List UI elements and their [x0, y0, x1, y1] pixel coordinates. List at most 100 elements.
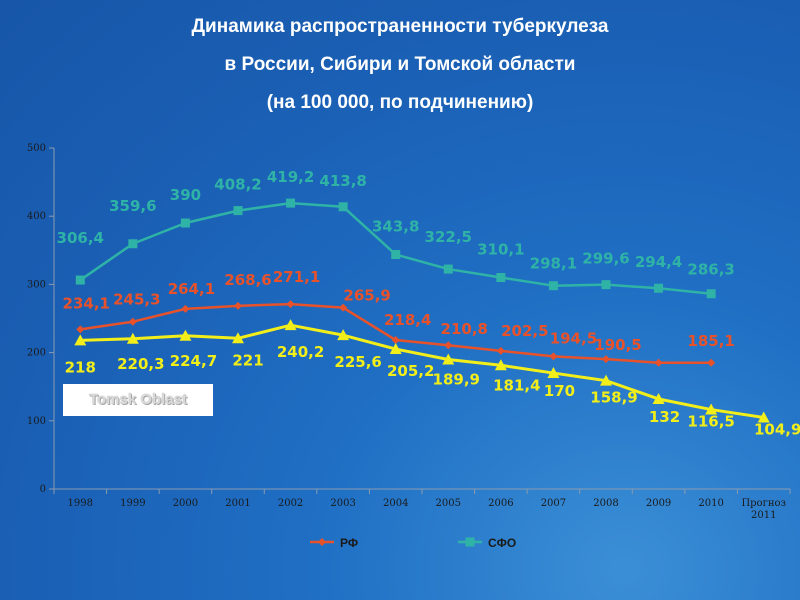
data-label-series-1: 322,5: [425, 228, 472, 246]
data-label-series-3: 189,9: [433, 370, 480, 388]
data-label-series-2: 185,1: [687, 332, 734, 350]
series-1-point: [496, 273, 506, 283]
chart-legend: РФ СФО: [310, 536, 516, 550]
x-tick-label: 2002: [278, 498, 303, 509]
x-tick-label-part: Прогноз: [741, 498, 786, 509]
data-label-series-1: 390: [170, 186, 201, 204]
x-tick-label-part: 2006: [488, 498, 513, 509]
data-label-series-3: 104,9: [754, 420, 800, 438]
series-3-point: [74, 334, 87, 346]
chart-axes: 0 100 200 300 400 500 1998 1999 2000 2001 2002 2003…: [27, 143, 791, 521]
x-tick-label-part: 2001: [225, 498, 250, 509]
data-label-series-1: 413,8: [319, 172, 366, 190]
series-2-point: [286, 300, 295, 309]
series-3-point: [442, 353, 455, 365]
x-tick-label: 2003: [330, 498, 355, 509]
x-tick-label-part: 1999: [120, 498, 145, 509]
y-tick-label: 200: [27, 348, 46, 359]
series-1-point: [128, 239, 138, 249]
x-tick-label: 2006: [488, 498, 513, 509]
series-3-point: [126, 332, 139, 344]
x-tick-label-part: 2008: [593, 498, 618, 509]
x-tick-label: 2009: [646, 498, 671, 509]
series-2-point: [234, 301, 242, 310]
title-line-2: в России, Сибири и Томской области: [224, 54, 576, 75]
x-tick-label: 1998: [68, 498, 93, 509]
series-1-point: [391, 250, 401, 260]
data-label-series-1: 286,3: [687, 261, 734, 279]
x-tick-label-part: 2007: [541, 498, 566, 509]
series-3-point: [494, 359, 507, 371]
series-3-point: [547, 367, 560, 379]
series-2-point: [707, 358, 716, 367]
series-2-point: [128, 317, 137, 326]
y-tick-label: 300: [27, 279, 46, 290]
data-label-series-3: 181,4: [493, 376, 540, 394]
chart-data-labels: 306,4 359,6 390 408,2 419,2 413,8 343,8 322,5 31…: [57, 168, 800, 438]
data-label-series-3: 132: [649, 408, 680, 426]
data-label-series-3: 221: [232, 351, 263, 369]
x-tick-label: Прогноз 2011: [741, 498, 786, 521]
data-label-series-3: 170: [544, 382, 575, 400]
data-label-series-2: 265,9: [343, 287, 390, 305]
title-line-3: (на 100 000, по подчинению): [266, 92, 534, 113]
data-label-series-1: 299,6: [582, 250, 629, 268]
series-3-point: [705, 403, 718, 415]
series-3-point: [284, 319, 297, 331]
tomsk-oblast-annotation: Tomsk Oblast: [63, 384, 213, 416]
series-1-point: [286, 198, 296, 208]
data-label-series-3: 224,7: [170, 352, 217, 370]
series-2-point: [444, 341, 453, 350]
data-label-series-3: 240,2: [277, 343, 324, 361]
series-1-point: [180, 218, 190, 228]
data-label-series-1: 310,1: [477, 241, 524, 259]
x-tick-label: 2008: [593, 498, 618, 509]
series-3-point: [600, 374, 612, 386]
data-label-series-2: 271,1: [273, 268, 320, 286]
x-tick-label-part: 1998: [68, 498, 93, 509]
data-label-series-2: 268,6: [224, 271, 271, 289]
x-tick-label: 1999: [120, 498, 145, 509]
series-2-point: [496, 346, 505, 355]
legend-label: РФ: [340, 536, 358, 550]
x-tick-label: 2005: [436, 498, 461, 509]
data-label-series-3: 225,6: [334, 353, 381, 371]
data-label-series-1: 298,1: [530, 255, 577, 273]
series-2-point: [181, 304, 190, 313]
series-line-3: [80, 323, 764, 419]
y-tick-label: 400: [27, 211, 46, 222]
chart-series: [74, 198, 770, 423]
series-1-point: [338, 202, 348, 212]
data-label-series-3: 218: [65, 358, 96, 376]
y-tick-label: 100: [27, 416, 46, 427]
data-label-series-3: 116,5: [687, 413, 734, 431]
legend-swatch-marker: [465, 537, 475, 547]
data-label-series-2: 210,8: [441, 320, 488, 338]
x-tick-label: 2007: [541, 498, 566, 509]
x-tick-label-part: 2011: [751, 510, 776, 521]
series-1-point: [548, 281, 558, 291]
data-label-series-3: 158,9: [590, 389, 637, 407]
series-2-point: [654, 358, 663, 367]
data-label-series-2: 190,5: [594, 336, 641, 354]
data-label-series-2: 264,1: [168, 280, 215, 298]
x-tick-label-part: 2005: [436, 498, 461, 509]
series-3-point: [389, 343, 402, 355]
x-tick-label-part: 2010: [698, 498, 723, 509]
series-2-point: [549, 352, 558, 361]
legend-label: СФО: [488, 536, 516, 550]
x-tick-label: 2010: [698, 498, 723, 509]
x-tick-label-part: 2004: [383, 498, 408, 509]
data-label-series-2: 234,1: [63, 294, 110, 312]
series-2-point: [391, 336, 400, 345]
x-tick-label-part: 2009: [646, 498, 671, 509]
data-label-series-1: 408,2: [214, 176, 261, 194]
data-label-series-3: 205,2: [387, 362, 434, 380]
series-3-point: [337, 329, 350, 341]
title-line-1: Динамика распространенности туберкулеза: [191, 16, 609, 37]
series-2-point: [602, 355, 610, 364]
legend-swatch-marker: [318, 538, 326, 546]
x-tick-label: 2000: [173, 498, 198, 509]
series-1-point: [75, 275, 85, 285]
data-label-series-1: 343,8: [372, 218, 419, 236]
